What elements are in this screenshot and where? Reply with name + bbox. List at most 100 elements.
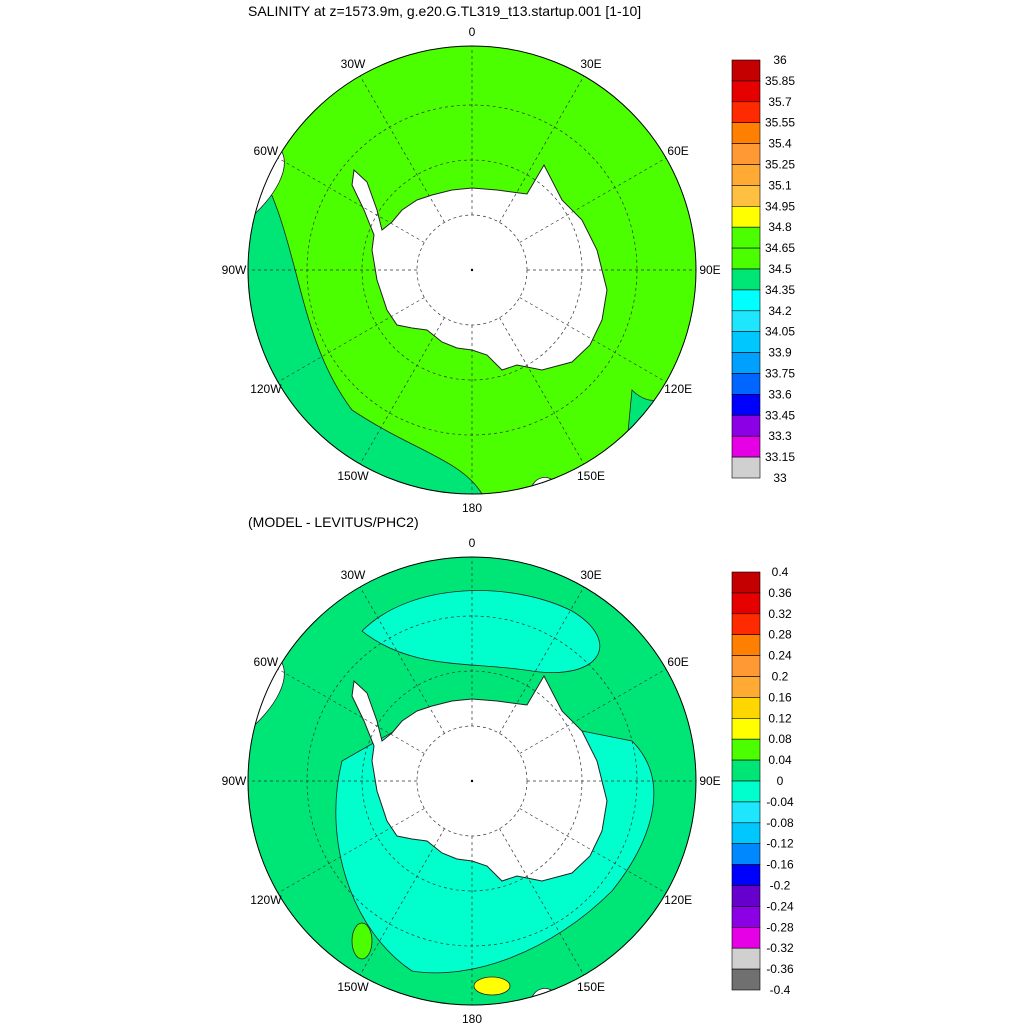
colorbar-box [731,780,761,803]
colorbar-label: 33.6 [768,387,792,401]
longitude-label: 60W [254,655,279,669]
colorbar-box [731,373,761,395]
colorbar-box [731,268,761,291]
colorbar-box [731,164,761,186]
longitude-label: 60E [667,144,688,158]
positive-anomaly-spot [473,976,511,996]
colorbar-label: 0.12 [768,711,792,725]
colorbar-label: 34.05 [765,325,795,339]
longitude-label: 150W [337,980,369,994]
colorbar-box [731,571,761,594]
colorbar-label: 0.36 [768,586,792,600]
colorbar-label: -0.4 [770,983,791,997]
colorbar-label: 0 [777,774,784,788]
colorbar-label: -0.2 [770,879,791,893]
colorbar-label: 34.2 [768,304,792,318]
colorbar-box [731,414,761,437]
meridian-line [499,75,585,223]
colorbar-label: 0.16 [768,690,792,704]
colorbar-label: 33.45 [765,408,795,422]
colorbar-label: 35.85 [765,74,795,88]
colorbar-label: 0.24 [768,649,792,663]
longitude-label: 180 [462,501,482,515]
longitude-label: 120E [664,893,692,907]
colorbar-label: 0.32 [768,607,792,621]
colorbar-label: -0.08 [766,816,794,830]
colorbar-box [731,310,761,332]
longitude-label: 0 [469,536,476,550]
colorbar-label: 0.04 [768,753,792,767]
colorbar-box [731,843,761,865]
meridian-line [499,828,585,976]
colorbar-box [731,717,761,740]
colorbar-label: 33.15 [765,450,795,464]
longitude-label: 30W [341,568,366,582]
map-border [247,45,697,495]
meridian-line [519,808,667,894]
longitude-label: 180 [462,1012,482,1024]
colorbar-label: -0.24 [766,899,794,913]
colorbar-label: 35.1 [768,178,792,192]
pole-marker [470,779,474,783]
ocean-field [248,46,696,494]
colorbar-label: -0.16 [766,858,794,872]
colorbar-box [731,206,761,228]
colorbar-box [731,655,761,677]
colorbar-box [731,352,761,374]
meridian-line [359,75,445,223]
colorbar-label: 33.9 [768,346,792,360]
longitude-label: 90W [222,774,247,788]
ocean-field [248,557,696,1005]
colorbar: 36 35.85 35.7 35.55 35.4 35.25 35.1 34.95 34.8 34… [731,53,795,485]
colorbar-label: 35.7 [768,95,792,109]
map-border [247,556,697,1006]
longitude-label: 90E [699,263,720,277]
colorbar-box [731,456,761,479]
colorbar-label: -0.32 [766,941,794,955]
longitude-label: 150W [337,469,369,483]
longitude-label: 0 [469,25,476,39]
longitude-label: 150E [577,469,605,483]
colorbar-label: 0.2 [772,670,789,684]
colorbar-box [731,59,761,82]
colorbar-box [731,289,761,312]
colorbar-label: 34.8 [768,220,792,234]
colorbar-label: 34.5 [768,262,792,276]
meridian-line [359,317,445,465]
salinity-band [248,148,483,494]
bottom-map-title: (MODEL - LEVITUS/PHC2) [248,514,419,530]
meridian-line [499,317,585,465]
meridian-line [359,586,445,734]
colorbar-label: 0.08 [768,732,792,746]
colorbar-label: 33 [773,471,787,485]
colorbar-box [731,697,761,719]
longitude-label: 30W [341,57,366,71]
colorbar-label: -0.04 [766,795,794,809]
colorbar-box [731,864,761,886]
antarctica-land [351,163,608,371]
salinity-map: 0 30E 60E 90E 120E 150E 180 150W 120W 90W 60W 30W 36… [222,25,796,515]
negative-anomaly-north [361,590,601,673]
colorbar-box [731,592,761,615]
positive-anomaly-spot [351,922,373,960]
colorbar-box [731,801,761,824]
colorbar-label: 35.4 [768,137,792,151]
meridian-line [277,157,425,243]
colorbar-box [731,185,761,207]
colorbar-label: 0.4 [772,565,789,579]
colorbar-box [731,101,761,124]
longitude-label: 90W [222,263,247,277]
longitude-label: 150E [577,980,605,994]
colorbar-box [731,759,761,782]
difference-map: 0 30E 60E 90E 120E 150E 180 150W 120W 90W 60W 30W 0.… [222,536,794,1024]
colorbar-label: -0.36 [766,962,794,976]
colorbar-box [731,676,761,698]
meridian-line [277,808,425,894]
colorbar-box [731,247,761,270]
meridian-line [519,668,667,754]
meridian-line [499,586,585,734]
meridian-line [359,828,445,976]
colorbar-box [731,435,761,458]
meridian-line [519,297,667,383]
colorbar-box [731,226,761,249]
